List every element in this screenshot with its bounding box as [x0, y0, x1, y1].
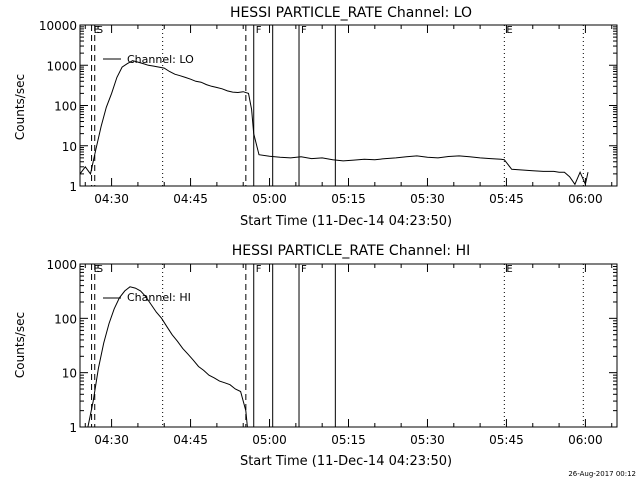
- event-marker-label: S: [97, 264, 103, 275]
- series-line: [79, 60, 589, 186]
- y-tick-label: 10: [62, 140, 77, 154]
- event-marker-label: E: [94, 25, 100, 36]
- y-tick-label: 10000: [39, 19, 77, 33]
- x-tick-label: 05:30: [410, 433, 445, 447]
- event-marker-label: F: [301, 25, 307, 36]
- y-tick-label: 1000: [46, 258, 77, 272]
- chart-title: HESSI PARTICLE_RATE Channel: HI: [232, 243, 470, 259]
- x-tick-label: 05:30: [410, 192, 445, 206]
- x-tick-label: 06:00: [568, 192, 603, 206]
- chart-panel-lo: HESSI PARTICLE_RATE Channel: LO Counts/s…: [13, 5, 618, 229]
- y-tick-label: 100: [54, 100, 77, 114]
- event-marker-label: F: [301, 264, 307, 275]
- x-tick-label: 04:45: [173, 192, 208, 206]
- x-tick-label: 05:00: [252, 433, 287, 447]
- x-tick-label: 04:45: [173, 433, 208, 447]
- plot-frame: [79, 263, 618, 428]
- plot-frame: [79, 24, 618, 187]
- chart-title: HESSI PARTICLE_RATE Channel: LO: [230, 5, 472, 21]
- y-tick-label: 10: [62, 367, 77, 381]
- legend-label: Channel: LO: [127, 53, 194, 66]
- y-tick-label: 1: [69, 180, 77, 194]
- event-marker-label: E: [506, 25, 512, 36]
- x-tick-label: 05:15: [331, 192, 366, 206]
- y-tick-label: 100: [54, 312, 77, 326]
- event-marker-label: F: [256, 264, 262, 275]
- event-marker-label: S: [97, 25, 103, 36]
- x-tick-label: 05:15: [331, 433, 366, 447]
- footer-timestamp: 26-Aug-2017 00:12: [568, 470, 636, 478]
- event-marker-label: E: [506, 264, 512, 275]
- y-axis-label: Counts/sec: [13, 74, 27, 140]
- chart-panel-hi: HESSI PARTICLE_RATE Channel: HI Counts/s…: [13, 243, 618, 469]
- x-tick-label: 05:45: [489, 433, 524, 447]
- event-marker-label: E: [94, 264, 100, 275]
- legend-label: Channel: HI: [127, 291, 191, 304]
- event-marker-label: F: [256, 25, 262, 36]
- x-tick-label: 05:00: [252, 192, 287, 206]
- y-tick-label: 1000: [46, 59, 77, 73]
- x-tick-label: 06:00: [568, 433, 603, 447]
- x-axis-label: Start Time (11-Dec-14 04:23:50): [240, 454, 452, 469]
- x-tick-label: 04:30: [94, 433, 129, 447]
- x-tick-label: 04:30: [94, 192, 129, 206]
- x-tick-label: 05:45: [489, 192, 524, 206]
- y-axis-label: Counts/sec: [13, 312, 27, 378]
- x-axis-label: Start Time (11-Dec-14 04:23:50): [240, 214, 452, 229]
- series-line: [87, 286, 248, 428]
- y-tick-label: 1: [69, 421, 77, 435]
